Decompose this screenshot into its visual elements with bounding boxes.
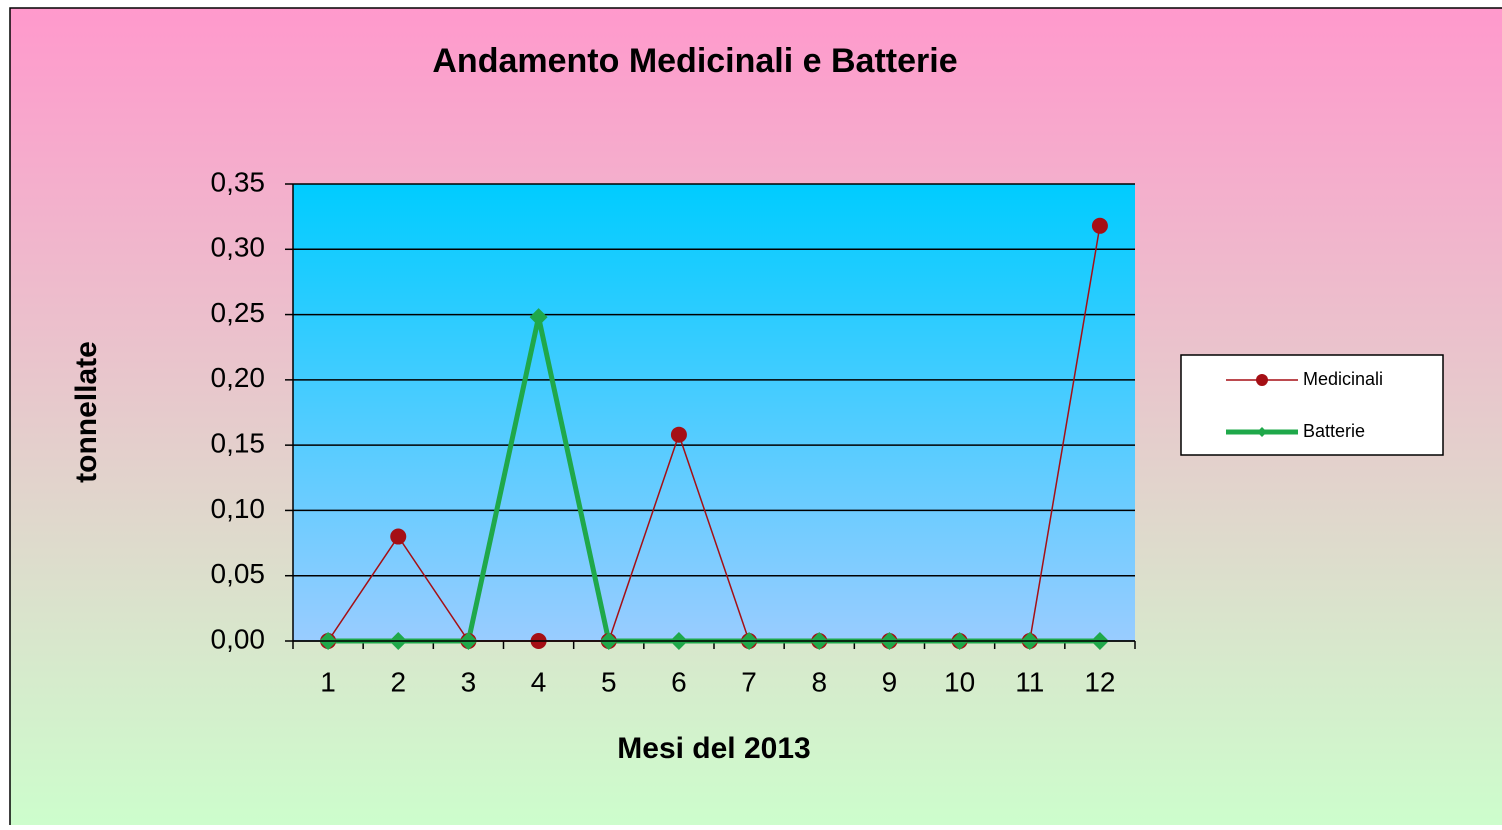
y-tick-label: 0,00 <box>211 623 266 654</box>
x-tick-label: 10 <box>944 666 975 697</box>
x-tick-label: 6 <box>671 666 687 697</box>
plot-area <box>293 184 1135 641</box>
legend <box>1180 354 1444 456</box>
legend-label: Medicinali <box>1303 369 1383 389</box>
x-tick-label: 2 <box>390 666 406 697</box>
y-tick-label: 0,25 <box>211 297 266 328</box>
x-tick-label: 1 <box>320 666 336 697</box>
x-tick-label: 12 <box>1084 666 1115 697</box>
marker <box>1091 217 1108 234</box>
x-tick-label: 8 <box>811 666 827 697</box>
legend-label: Batterie <box>1303 421 1365 441</box>
y-axis-label: tonnellate <box>70 341 103 483</box>
marker <box>529 308 548 327</box>
marker <box>390 528 407 545</box>
x-axis-label: Mesi del 2013 <box>617 732 810 765</box>
y-tick-label: 0,10 <box>211 493 266 524</box>
x-tick-label: 7 <box>741 666 757 697</box>
y-tick-label: 0,35 <box>211 166 266 197</box>
y-tick-label: 0,15 <box>211 428 266 459</box>
x-tick-label: 4 <box>531 666 547 697</box>
y-tick-label: 0,05 <box>211 558 266 589</box>
marker <box>670 426 687 443</box>
y-tick-label: 0,20 <box>211 362 266 393</box>
legend-marker <box>1257 427 1267 437</box>
x-tick-label: 9 <box>882 666 898 697</box>
x-tick-label: 11 <box>1015 666 1044 697</box>
x-tick-label: 5 <box>601 666 617 697</box>
y-tick-label: 0,30 <box>211 232 266 263</box>
legend-marker <box>1256 374 1268 386</box>
chart-title: Andamento Medicinali e Batterie <box>432 42 957 80</box>
x-tick-label: 3 <box>461 666 477 697</box>
